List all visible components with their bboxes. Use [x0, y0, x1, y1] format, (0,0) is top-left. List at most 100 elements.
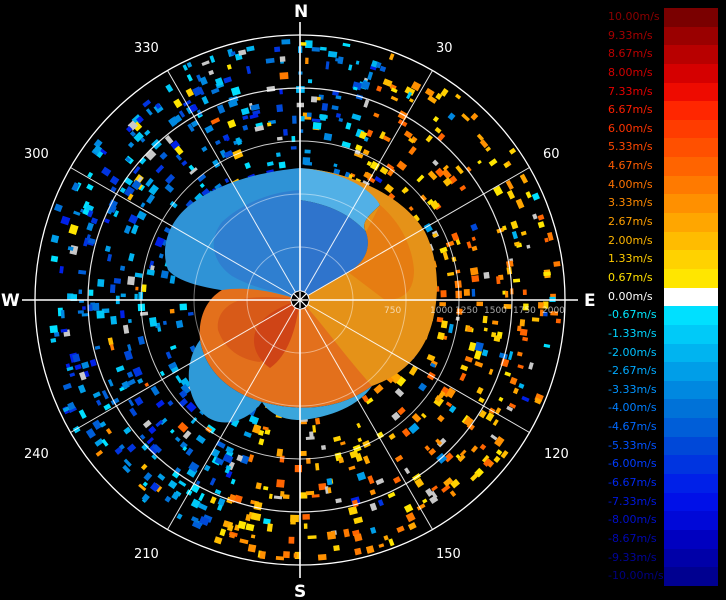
echo-gate — [246, 45, 255, 52]
colorbar-swatch — [664, 418, 718, 437]
echo-gate — [396, 160, 408, 171]
echo-gate — [164, 135, 174, 145]
echo-gate — [464, 355, 473, 363]
echo-gate — [67, 246, 74, 251]
echo-gate — [177, 421, 189, 433]
echo-gate — [141, 284, 147, 293]
echo-gate — [416, 174, 425, 183]
colorbar-swatch — [664, 138, 718, 158]
radial-120 — [299, 299, 530, 433]
colorbar-label: 3.33m/s — [608, 196, 653, 210]
echo-gate — [305, 40, 313, 49]
echo-gate — [348, 465, 356, 471]
echo-gate — [119, 187, 126, 194]
echo-gate — [440, 88, 449, 97]
echo-gate — [488, 368, 494, 376]
echo-gate — [81, 313, 89, 317]
echo-gate — [335, 498, 342, 504]
echo-gate — [483, 271, 490, 279]
echo-gate — [145, 177, 154, 187]
echo-gate — [369, 160, 380, 171]
echo-gate — [485, 146, 492, 152]
echo-gate — [517, 364, 524, 369]
echo-gate — [477, 159, 482, 165]
echo-gate — [423, 223, 433, 233]
echo-gate — [275, 555, 285, 561]
echo-gate — [251, 424, 262, 434]
echo-gate — [494, 435, 505, 447]
echo-gate — [252, 109, 261, 116]
echo-gate — [292, 115, 297, 124]
echo-gate — [197, 502, 208, 511]
echo-gate — [136, 210, 147, 221]
echo-gate — [388, 538, 395, 547]
echo-gate — [357, 437, 363, 443]
echo-gate — [167, 400, 174, 407]
echo-gate — [278, 161, 286, 169]
echo-gate — [479, 139, 489, 149]
range-label: 2000 — [542, 306, 565, 316]
echo-gate — [522, 303, 529, 311]
echo-gate — [81, 361, 90, 370]
echo-gate — [410, 81, 422, 92]
echo-gate — [94, 345, 101, 350]
echo-gate — [182, 64, 188, 71]
echo-gate — [198, 492, 205, 502]
echo-gate — [172, 114, 183, 125]
azimuth-label-150: 150 — [436, 547, 461, 562]
colorbar-label: 7.33m/s — [608, 84, 653, 98]
colorbar-entry: -1.33m/s — [606, 324, 718, 344]
radar-center-marker — [290, 290, 310, 310]
echo-gate — [199, 182, 205, 189]
echo-gate — [543, 311, 548, 317]
echo-gate — [534, 397, 542, 405]
echo-gate — [362, 455, 371, 465]
echo-gate — [479, 443, 487, 451]
echo-gate — [482, 315, 488, 324]
echo-gate — [550, 311, 559, 316]
echo-gate — [481, 454, 490, 463]
echo-gate — [142, 481, 148, 487]
echo-gate — [383, 535, 389, 541]
echo-gate — [109, 284, 116, 294]
echo-gate — [515, 198, 525, 209]
echo-gate — [276, 152, 281, 157]
echo-gate — [441, 484, 451, 493]
echo-gate — [397, 406, 406, 416]
echo-gate — [178, 110, 186, 118]
echo-gate — [457, 454, 466, 463]
echo-gate — [53, 203, 63, 213]
echo-gate — [82, 306, 86, 310]
echo-gate — [180, 377, 191, 389]
echo-gate — [128, 214, 139, 225]
echo-gate — [148, 443, 160, 456]
colorbar-entry: 5.33m/s — [606, 138, 718, 158]
echo-gate — [266, 161, 274, 167]
echo-gate — [279, 72, 289, 80]
echo-gate — [438, 390, 446, 399]
echo-gate — [449, 490, 457, 497]
echo-gate — [555, 318, 561, 324]
echo-gate — [473, 349, 482, 360]
echo-gate — [244, 162, 251, 170]
echo-gate — [216, 104, 226, 114]
colorbar-label: -7.33m/s — [608, 494, 657, 508]
echo-gate — [283, 551, 290, 559]
echo-gate — [455, 165, 464, 175]
echo-gate — [443, 477, 454, 487]
echo-gate — [195, 434, 206, 445]
colorbar-swatch — [664, 63, 718, 83]
echo-gate — [305, 57, 309, 65]
echo-gate — [264, 428, 271, 435]
echo-gate — [182, 430, 192, 440]
echo-gate — [431, 485, 438, 492]
echo-gate — [273, 495, 283, 500]
echo-gate — [478, 409, 487, 419]
echo-gate — [214, 139, 221, 146]
echo-gate — [355, 144, 363, 152]
colorbar-label: -6.67m/s — [608, 476, 657, 490]
echo-gate — [356, 471, 367, 481]
echo-gate — [85, 204, 95, 213]
echo-gate — [302, 157, 311, 165]
echo-gate — [187, 311, 194, 316]
